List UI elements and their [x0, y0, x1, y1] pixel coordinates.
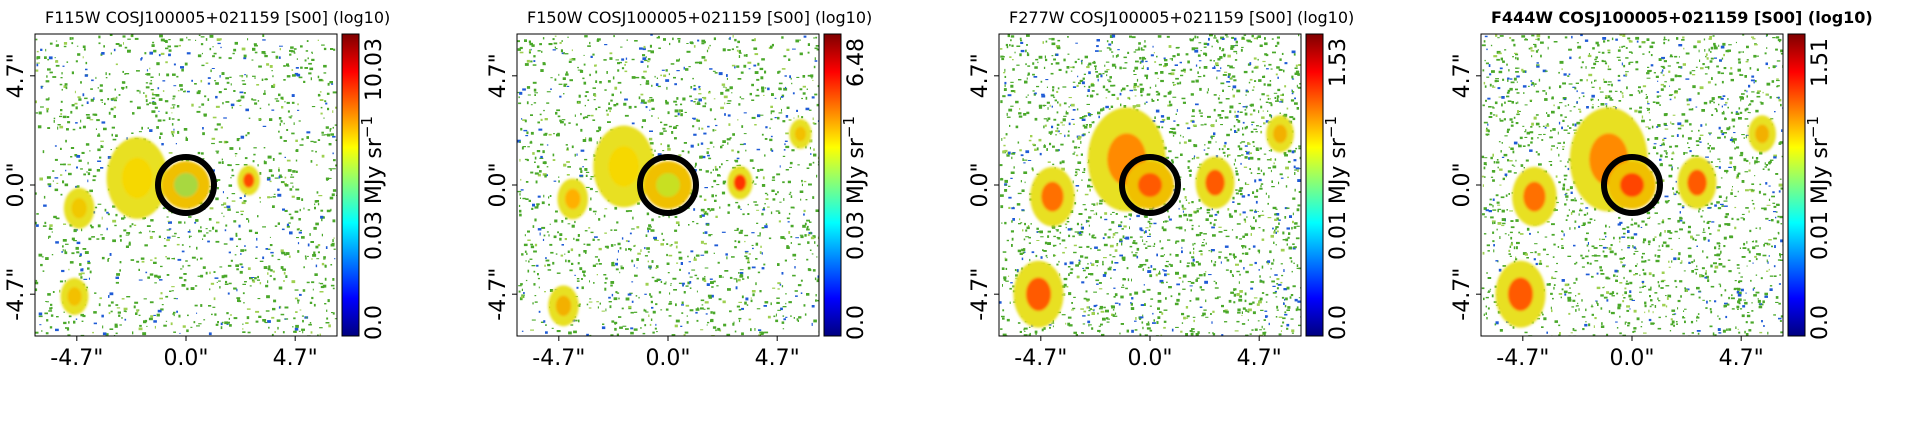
source-3 — [727, 165, 753, 200]
colorbar-max-label: 6.48 — [844, 38, 869, 87]
image-area — [35, 34, 337, 336]
x-tick-label: -4.7" — [1014, 346, 1067, 371]
target-core — [644, 161, 692, 209]
colorbar-gradient — [1787, 33, 1806, 337]
y-tick-label: -4.7" — [968, 268, 993, 321]
colorbar: 1.53 0.0 0.01 MJy sr−1 — [1305, 33, 1351, 340]
x-tick-label: 4.7" — [755, 346, 800, 371]
colorbar-max-label: 1.53 — [1326, 38, 1351, 87]
y-tick-label: 0.0" — [968, 162, 993, 207]
x-tick-label: 0.0" — [645, 346, 690, 371]
x-tick-label: -4.7" — [1496, 346, 1549, 371]
colorbar-unit-label: 0.01 MJy sr−1 — [1804, 116, 1833, 260]
panel-title: F277W COSJ100005+021159 [S00] (log10) — [1009, 8, 1354, 27]
aperture-ring — [637, 154, 699, 216]
colorbar: 10.03 0.0 0.03 MJy sr−1 — [341, 33, 387, 340]
aperture-ring — [1119, 154, 1181, 216]
source-4 — [1748, 115, 1777, 153]
y-tick-label: 0.0" — [486, 162, 511, 207]
x-tick-label: 4.7" — [273, 346, 318, 371]
target-core — [1126, 161, 1174, 209]
colorbar-min-label: 0.0 — [362, 305, 387, 340]
x-tick-label: 0.0" — [1127, 346, 1172, 371]
colorbar-unit-label: 0.03 MJy sr−1 — [840, 116, 869, 260]
source-5 — [1013, 260, 1064, 328]
y-tick-label: 0.0" — [1450, 162, 1475, 207]
source-2 — [63, 187, 95, 229]
y-tick-label: 4.7" — [968, 53, 993, 98]
y-tick-label: 4.7" — [4, 53, 29, 98]
noise-field — [1481, 34, 1783, 336]
colorbar-min-label: 0.0 — [1326, 305, 1351, 340]
source-5 — [548, 285, 579, 327]
y-tick-label: -4.7" — [1450, 268, 1475, 321]
source-2 — [1030, 166, 1075, 227]
y-tick-label: 4.7" — [1450, 53, 1475, 98]
source-5 — [1495, 260, 1546, 328]
source-3 — [237, 165, 260, 196]
panel-title: F150W COSJ100005+021159 [S00] (log10) — [527, 8, 872, 27]
x-tick-label: -4.7" — [50, 346, 103, 371]
target-core — [1608, 161, 1656, 209]
x-tick-label: 0.0" — [1609, 346, 1654, 371]
noise-field — [35, 34, 337, 336]
colorbar: 6.48 0.0 0.03 MJy sr−1 — [823, 33, 869, 340]
y-tick-label: -4.7" — [486, 268, 511, 321]
y-tick-label: -4.7" — [4, 268, 29, 321]
panel-title: F115W COSJ100005+021159 [S00] (log10) — [45, 8, 390, 27]
image-area — [517, 34, 819, 336]
panel-2: F150W COSJ100005+021159 [S00] (log10) -4.… — [486, 8, 872, 371]
x-tick-label: 0.0" — [163, 346, 208, 371]
aperture-ring — [1601, 154, 1663, 216]
panel-4: F444W COSJ100005+021159 [S00] (log10) -4.… — [1450, 8, 1873, 371]
source-4 — [1266, 115, 1295, 153]
colorbar-unit-label: 0.01 MJy sr−1 — [1322, 116, 1351, 260]
colorbar-max-label: 10.03 — [362, 38, 387, 101]
source-3 — [1195, 156, 1235, 209]
source-2 — [1512, 166, 1557, 227]
colorbar-unit-label: 0.03 MJy sr−1 — [358, 116, 387, 260]
colorbar-min-label: 0.0 — [844, 305, 869, 340]
colorbar-gradient — [823, 33, 842, 337]
colorbar-gradient — [1305, 33, 1324, 337]
colorbar-max-label: 1.51 — [1808, 38, 1833, 87]
noise-field — [999, 34, 1301, 336]
x-tick-label: 4.7" — [1719, 346, 1764, 371]
target-core — [162, 161, 210, 209]
y-tick-label: 0.0" — [4, 162, 29, 207]
source-4 — [789, 119, 812, 149]
noise-field — [517, 34, 819, 336]
aperture-ring — [155, 154, 217, 216]
colorbar-min-label: 0.0 — [1808, 305, 1833, 340]
y-tick-label: 4.7" — [486, 53, 511, 98]
source-4 — [60, 277, 89, 316]
x-tick-label: 4.7" — [1237, 346, 1282, 371]
panel-3: F277W COSJ100005+021159 [S00] (log10) -4.… — [968, 8, 1354, 371]
colorbar: 1.51 0.0 0.01 MJy sr−1 — [1787, 33, 1833, 340]
x-tick-label: -4.7" — [532, 346, 585, 371]
panel-1: F115W COSJ100005+021159 [S00] (log10) -4.… — [4, 8, 390, 371]
image-area — [999, 34, 1301, 336]
source-1 — [106, 137, 168, 219]
source-2 — [557, 178, 589, 220]
source-3 — [1677, 156, 1717, 209]
panel-title: F444W COSJ100005+021159 [S00] (log10) — [1491, 8, 1873, 27]
image-area — [1481, 34, 1783, 336]
colorbar-gradient — [341, 33, 360, 337]
